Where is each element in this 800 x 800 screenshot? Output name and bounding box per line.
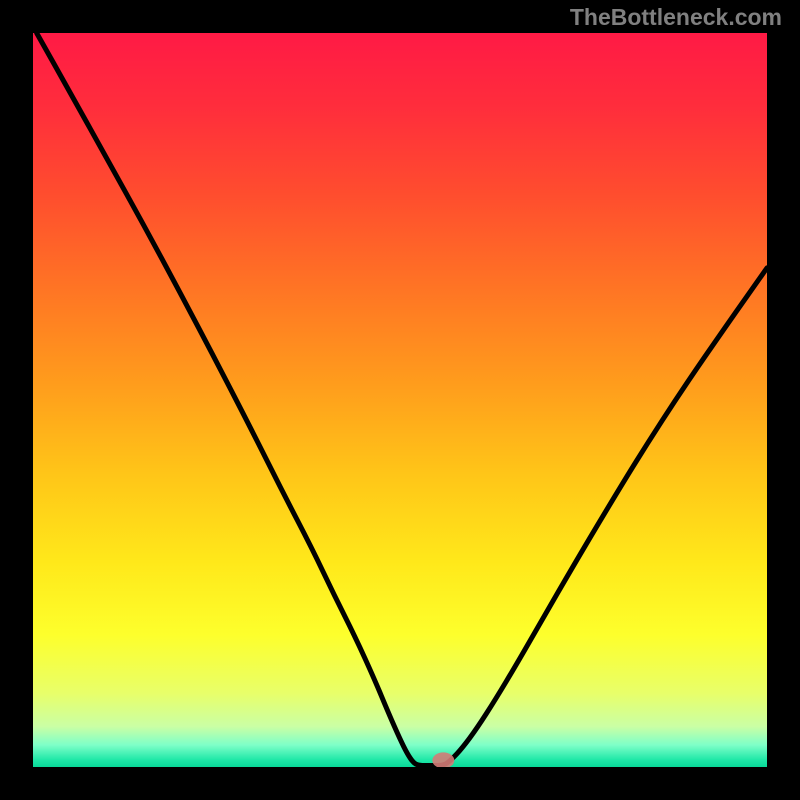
chart-svg xyxy=(33,33,767,767)
plot-area xyxy=(33,33,767,767)
gradient-background xyxy=(33,33,767,767)
chart-container: TheBottleneck.com xyxy=(0,0,800,800)
watermark-text: TheBottleneck.com xyxy=(570,4,782,31)
